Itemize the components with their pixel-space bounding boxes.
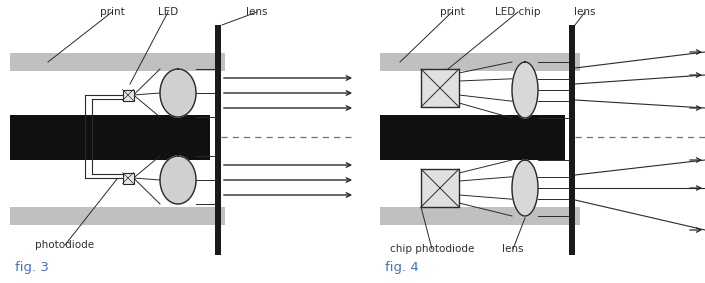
Text: LED: LED	[158, 7, 178, 17]
Bar	[421, 69, 459, 107]
Polygon shape	[512, 160, 538, 216]
Bar	[421, 169, 459, 207]
Bar	[380, 53, 580, 71]
Polygon shape	[512, 62, 538, 118]
Text: LED chip: LED chip	[495, 7, 541, 17]
Bar	[380, 207, 580, 225]
Text: print: print	[99, 7, 124, 17]
Text: fig. 4: fig. 4	[385, 261, 419, 275]
Bar	[123, 173, 133, 183]
Text: lens: lens	[502, 244, 524, 254]
Text: photodiode: photodiode	[35, 240, 94, 250]
Bar	[569, 25, 575, 255]
Bar	[10, 207, 225, 225]
Bar	[10, 115, 210, 160]
Bar	[215, 25, 221, 255]
Text: chip photodiode: chip photodiode	[390, 244, 474, 254]
Polygon shape	[160, 69, 196, 117]
Text: fig. 3: fig. 3	[15, 261, 49, 275]
Bar	[123, 89, 133, 100]
Bar	[380, 115, 565, 160]
Text: print: print	[440, 7, 465, 17]
Polygon shape	[160, 156, 196, 204]
Text: lens: lens	[575, 7, 596, 17]
Bar	[10, 53, 225, 71]
Text: lens: lens	[246, 7, 268, 17]
